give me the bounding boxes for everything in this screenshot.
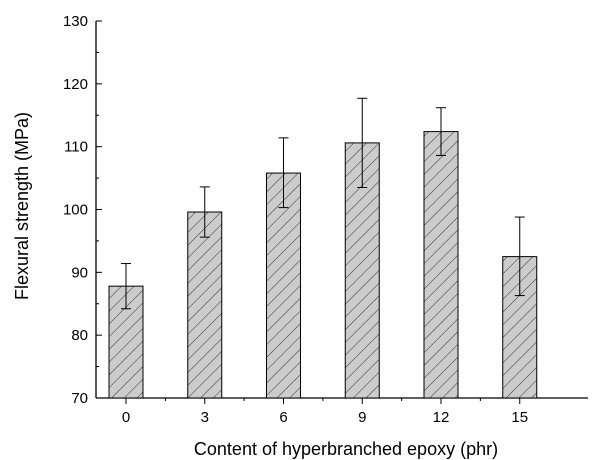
- y-tick-label: 120: [63, 76, 88, 93]
- y-tick-label: 110: [64, 139, 88, 156]
- plot-area: 70 80 90 100 110 120 130 0 3 6 9 12 15: [63, 13, 588, 426]
- y-tick-label: 70: [71, 390, 88, 407]
- bar: [423, 131, 459, 399]
- y-tick-label: 130: [63, 13, 88, 30]
- y-tick-label: 100: [63, 202, 88, 219]
- x-tick-label: 12: [433, 409, 450, 426]
- y-tick-label: 90: [71, 264, 88, 281]
- y-tick-label: 80: [71, 327, 88, 344]
- x-axis-title: Content of hyperbranched epoxy (phr): [194, 439, 498, 459]
- y-axis-title: Flexural strength (MPa): [12, 112, 32, 300]
- bar: [187, 211, 223, 399]
- x-tick-label: 9: [358, 409, 366, 426]
- x-tick-label: 15: [511, 409, 528, 426]
- x-tick-label: 6: [279, 409, 287, 426]
- x-tick-label: 0: [122, 409, 130, 426]
- x-tick-label: 3: [201, 409, 209, 426]
